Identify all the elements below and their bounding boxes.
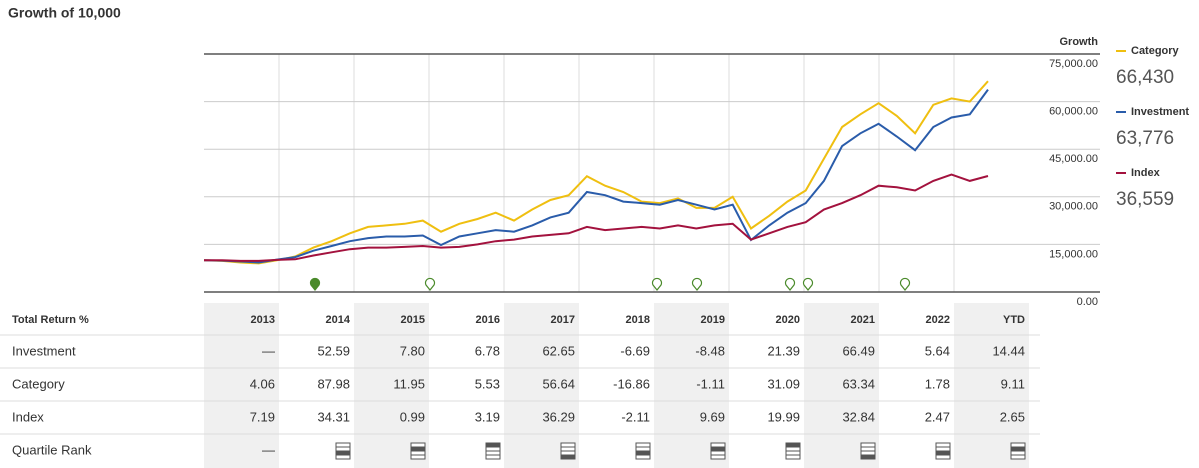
table-cell: -8.48 — [695, 343, 725, 358]
table-cell: — — [262, 343, 275, 358]
table-cell: 3.19 — [475, 409, 500, 424]
table-cell: 9.11 — [1001, 376, 1025, 391]
quartile-icon-fill — [936, 451, 950, 455]
quartile-icon-fill — [486, 443, 500, 447]
table-header: 2017 — [551, 314, 575, 326]
table-header: YTD — [1003, 314, 1025, 326]
quartile-icon-fill — [1011, 447, 1025, 451]
legend-label: Category — [1131, 45, 1180, 57]
table-header: 2013 — [251, 314, 275, 326]
legend-value: 66,430 — [1116, 67, 1174, 88]
table-cell: 9.69 — [700, 409, 725, 424]
year-grid — [278, 54, 955, 292]
table-cell: 19.99 — [767, 409, 800, 424]
series-line — [203, 80, 989, 265]
table-cell: 66.49 — [842, 343, 875, 358]
rank-marker — [784, 277, 796, 291]
legend-value: 36,559 — [1116, 189, 1174, 210]
table-header: Total Return % — [12, 314, 89, 326]
column-shade — [804, 303, 879, 468]
table-cell: 7.80 — [400, 343, 425, 358]
table-cell: 56.64 — [542, 376, 575, 391]
table-cell: 52.59 — [317, 343, 350, 358]
quartile-icon-fill — [336, 451, 350, 455]
chart-title: Growth of 10,000 — [8, 5, 121, 21]
rank-marker — [802, 277, 814, 291]
legend-value: 63,776 — [1116, 128, 1174, 149]
row-label: Index — [12, 409, 44, 424]
table-shading — [204, 303, 1029, 468]
table-cell: 14.44 — [992, 343, 1025, 358]
row-label: Quartile Rank — [12, 442, 92, 457]
table-header: 2014 — [326, 314, 351, 326]
row-label: Category — [12, 376, 65, 391]
table-header: 2016 — [476, 314, 500, 326]
table-cell: 5.53 — [475, 376, 500, 391]
quartile-icon-fill — [861, 455, 875, 459]
table-cell: 34.31 — [317, 409, 350, 424]
table-cell: 6.78 — [475, 343, 500, 358]
table-cell: 62.65 — [542, 343, 575, 358]
table-header: 2022 — [926, 314, 950, 326]
table-cell: 4.06 — [250, 376, 275, 391]
row-label: Investment — [12, 343, 76, 358]
column-shade — [354, 303, 429, 468]
column-shade — [954, 303, 1029, 468]
y-tick-label: 0.00 — [1077, 296, 1098, 308]
quartile-icon-fill — [636, 451, 650, 455]
table-cell: 2.47 — [925, 409, 950, 424]
table-cell: 36.29 — [542, 409, 575, 424]
table-header: 2021 — [851, 314, 875, 326]
y-tick-label: 30,000.00 — [1049, 201, 1098, 213]
table-cell: 32.84 — [842, 409, 875, 424]
table-cell: — — [262, 442, 275, 457]
table-cell: 1.78 — [925, 376, 950, 391]
legend-label: Investment — [1131, 106, 1189, 118]
table-cell: 7.19 — [250, 409, 275, 424]
rank-marker — [899, 277, 911, 291]
quartile-icon-fill — [711, 447, 725, 451]
table-cell: 63.34 — [842, 376, 875, 391]
y-tick-label: 75,000.00 — [1049, 58, 1098, 70]
legend-label: Index — [1131, 167, 1161, 179]
table-cell: -6.69 — [620, 343, 650, 358]
rank-marker — [424, 277, 436, 291]
table-cell: 5.64 — [925, 343, 950, 358]
series-line — [204, 173, 989, 262]
table-header: 2018 — [626, 314, 650, 326]
table-cell: -2.11 — [621, 409, 650, 424]
quartile-icon-fill — [411, 447, 425, 451]
table-header: 2020 — [776, 314, 800, 326]
quartile-icon-fill — [786, 443, 800, 447]
rank-marker — [309, 277, 321, 291]
table-cell: 11.95 — [393, 376, 425, 391]
table-cell: 21.39 — [767, 343, 800, 358]
column-shade — [204, 303, 279, 468]
y-tick-label: 60,000.00 — [1049, 106, 1098, 118]
legend-title: Growth — [1060, 36, 1099, 48]
y-tick-label: 45,000.00 — [1049, 153, 1098, 165]
table-cell: -1.11 — [696, 376, 725, 391]
rank-marker — [691, 277, 703, 291]
table-cell: 31.09 — [767, 376, 800, 391]
table-cell: 87.98 — [317, 376, 350, 391]
column-shade — [504, 303, 579, 468]
table-cell: 0.99 — [400, 409, 425, 424]
table-header: 2019 — [701, 314, 725, 326]
quartile-icon-fill — [561, 455, 575, 459]
y-tick-label: 15,000.00 — [1049, 248, 1098, 260]
table-header: 2015 — [401, 314, 425, 326]
table-cell: 2.65 — [1000, 409, 1025, 424]
series-line — [203, 89, 989, 264]
column-shade — [654, 303, 729, 468]
table-cell: -16.86 — [613, 376, 650, 391]
rank-marker — [651, 277, 663, 291]
